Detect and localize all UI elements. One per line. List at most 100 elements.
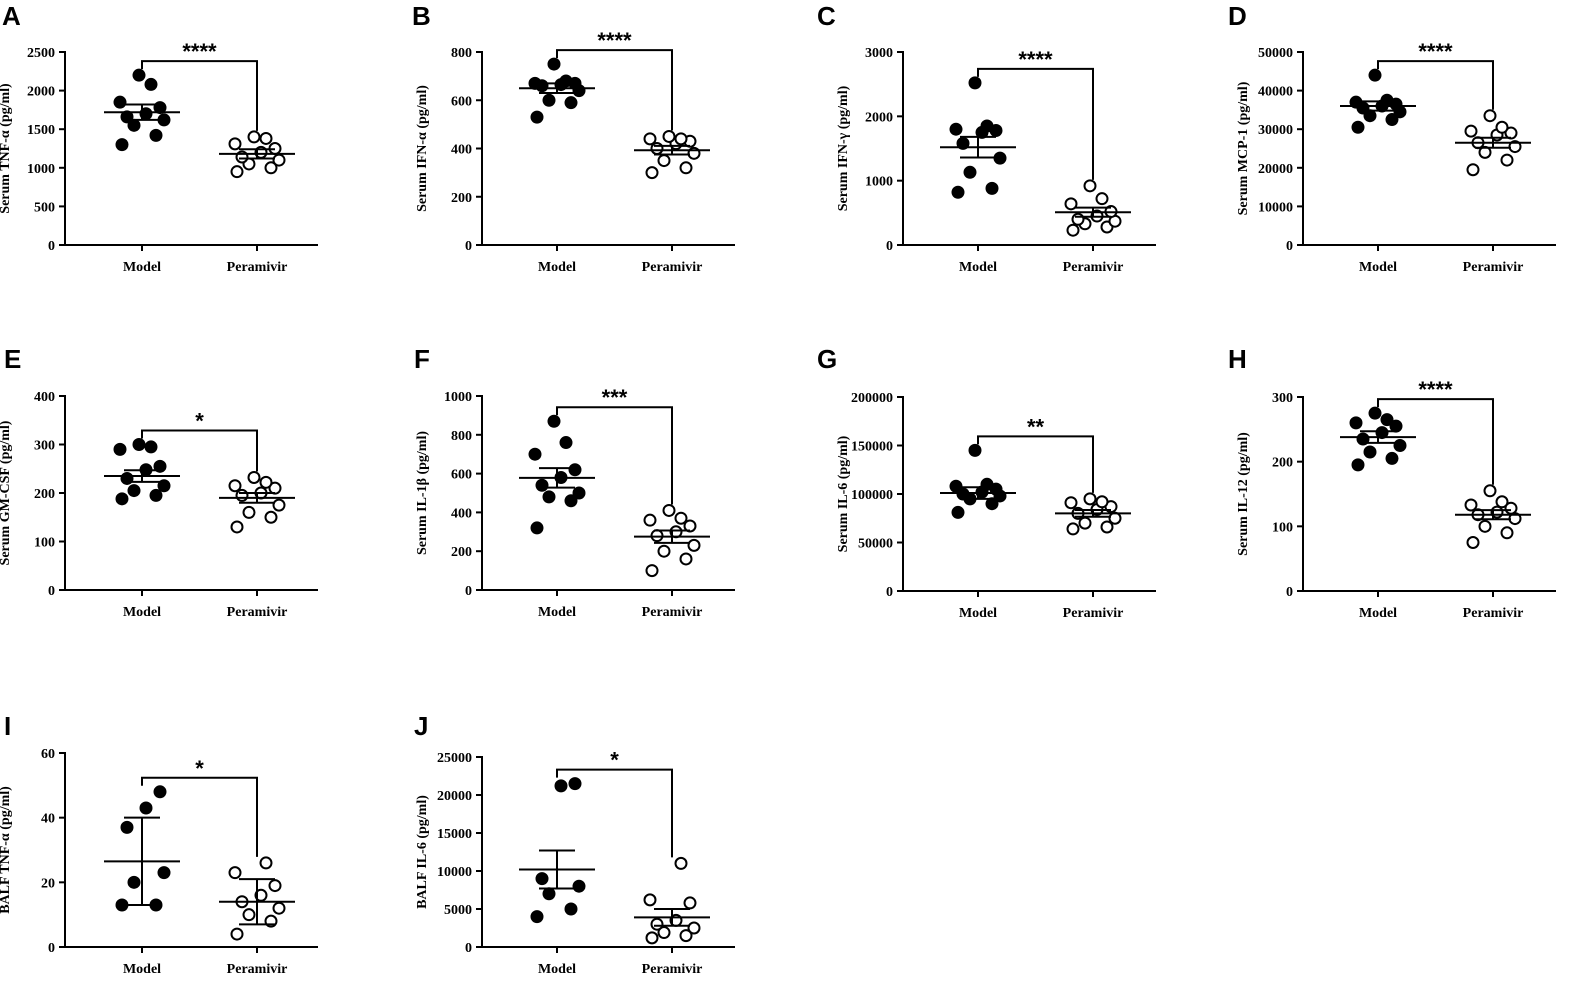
x-category-label: Peramivir xyxy=(642,260,703,275)
data-point-peramivir xyxy=(645,931,659,945)
data-point-model xyxy=(559,74,573,88)
significance-stars: *** xyxy=(602,385,628,410)
data-point-peramivir xyxy=(1083,492,1097,506)
data-point-model xyxy=(993,151,1007,165)
y-tick-label: 10000 xyxy=(437,865,472,880)
y-tick-label: 200 xyxy=(451,191,472,206)
panel-letter: A xyxy=(2,1,21,31)
data-point-model xyxy=(1385,451,1399,465)
data-point-model xyxy=(968,76,982,90)
y-tick-label: 200 xyxy=(451,545,472,560)
data-point-model xyxy=(1351,120,1365,134)
data-point-model xyxy=(530,110,544,124)
y-axis-label: Serum IL-12 (pg/ml) xyxy=(1236,432,1251,556)
data-point-peramivir xyxy=(1095,495,1109,509)
data-point-peramivir xyxy=(272,901,286,915)
data-point-model xyxy=(157,479,171,493)
data-point-model xyxy=(1380,413,1394,427)
data-point-model xyxy=(985,181,999,195)
y-axis-label: Serum IFN-α (pg/ml) xyxy=(415,85,430,212)
panel-letter: G xyxy=(817,344,837,374)
data-point-model xyxy=(113,95,127,109)
data-point-peramivir xyxy=(687,921,701,935)
x-category-label: Peramivir xyxy=(1463,260,1524,275)
y-tick-label: 600 xyxy=(451,468,472,483)
panel-letter: J xyxy=(414,711,428,741)
y-axis-label: BALF IL-6 (pg/ml) xyxy=(415,795,430,909)
data-point-model xyxy=(127,875,141,889)
significance-stars: **** xyxy=(1418,377,1453,402)
panel-letter: C xyxy=(817,1,836,31)
panel-letter: D xyxy=(1228,1,1247,31)
y-tick-label: 200000 xyxy=(851,391,893,406)
data-point-peramivir xyxy=(242,505,256,519)
data-point-peramivir xyxy=(1464,124,1478,138)
data-point-model xyxy=(1393,439,1407,452)
data-point-model xyxy=(559,436,573,450)
y-axis-label: Serum MCP-1 (pg/ml) xyxy=(1236,81,1251,215)
data-point-model xyxy=(568,777,582,791)
x-category-label: Model xyxy=(538,962,576,977)
data-point-peramivir xyxy=(228,137,242,151)
data-point-peramivir xyxy=(272,153,286,167)
x-category-label: Peramivir xyxy=(227,260,288,275)
significance-stars: ** xyxy=(1027,414,1045,439)
data-point-model xyxy=(1349,416,1363,430)
significance-stars: **** xyxy=(1018,47,1053,72)
data-point-peramivir xyxy=(643,893,657,907)
data-point-model xyxy=(127,484,141,498)
x-category-label: Peramivir xyxy=(1063,606,1124,621)
significance-bracket xyxy=(1377,60,1494,110)
panel-e: E 0 100 200 300 400 Model Peramivir Serum GM-CSF… xyxy=(0,344,318,620)
data-point-model xyxy=(951,505,965,519)
y-tick-label: 0 xyxy=(48,584,55,599)
y-tick-label: 2000 xyxy=(27,85,55,100)
data-point-model xyxy=(535,872,549,886)
y-tick-label: 400 xyxy=(451,506,472,521)
data-point-model xyxy=(554,779,568,793)
data-point-peramivir xyxy=(1483,109,1497,123)
significance-bracket xyxy=(1377,398,1494,485)
data-point-peramivir xyxy=(1500,153,1514,167)
data-point-peramivir xyxy=(259,475,273,489)
data-point-model xyxy=(1385,113,1399,127)
significance-bracket xyxy=(141,776,258,857)
y-axis-label: Serum TNF-α (pg/ml) xyxy=(0,83,13,214)
y-tick-label: 1000 xyxy=(27,162,55,177)
data-point-peramivir xyxy=(1508,140,1522,154)
data-point-model xyxy=(144,440,158,454)
y-tick-label: 40000 xyxy=(1258,85,1293,100)
y-tick-label: 200 xyxy=(1272,456,1293,471)
data-point-model xyxy=(149,128,163,142)
y-tick-label: 0 xyxy=(886,239,893,254)
y-tick-label: 800 xyxy=(451,429,472,444)
y-tick-label: 200 xyxy=(34,487,55,502)
y-tick-label: 60 xyxy=(41,747,55,762)
data-point-model xyxy=(564,96,578,110)
data-point-model xyxy=(980,119,994,133)
panel-b: B 0 200 400 600 800 Model Peramivir Serum IFN-α … xyxy=(412,1,735,275)
significance-stars: * xyxy=(610,748,619,773)
data-point-peramivir xyxy=(264,161,278,175)
y-axis-label: Serum IL-6 (pg/ml) xyxy=(836,435,851,552)
data-point-model xyxy=(1380,93,1394,107)
y-tick-label: 50000 xyxy=(1258,46,1293,61)
data-point-peramivir xyxy=(657,544,671,558)
y-tick-label: 1000 xyxy=(865,175,893,190)
data-point-model xyxy=(120,820,134,834)
panel-letter: B xyxy=(412,1,431,31)
data-point-peramivir xyxy=(662,129,676,143)
data-point-model xyxy=(542,490,556,504)
y-tick-label: 0 xyxy=(48,941,55,956)
panel-j: J 0 5000 10000 15000 20000 25000 Model Peramivir… xyxy=(414,711,735,977)
significance-stars: * xyxy=(195,756,204,781)
data-point-peramivir xyxy=(683,519,697,533)
data-point-peramivir xyxy=(643,132,657,146)
x-category-label: Peramivir xyxy=(642,962,703,977)
y-tick-label: 25000 xyxy=(437,751,472,766)
y-tick-label: 2000 xyxy=(865,110,893,125)
x-category-label: Model xyxy=(1359,606,1397,621)
data-point-peramivir xyxy=(247,130,261,144)
data-point-model xyxy=(951,185,965,199)
data-point-model xyxy=(530,521,544,535)
